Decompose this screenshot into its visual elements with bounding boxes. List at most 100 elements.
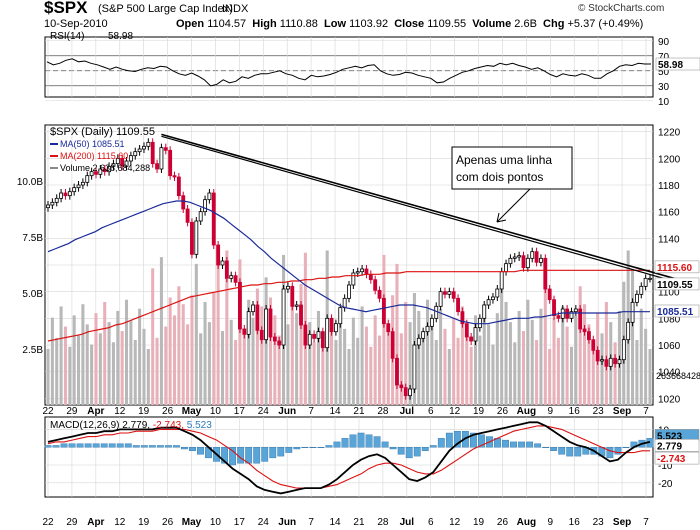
volume-bar — [186, 324, 190, 405]
rsi-label-value: 58.98 — [108, 31, 133, 42]
volume-bar — [94, 313, 98, 405]
price-x-tick-label: 12 — [114, 406, 126, 417]
candle-body — [333, 323, 338, 333]
candle-body — [320, 331, 325, 349]
price-x-tick-label: 7 — [643, 406, 649, 417]
legend-volume: Volume 2,636,684,288 — [60, 163, 150, 173]
macd-x-tick-label: Jul — [400, 517, 415, 528]
volume-bar — [439, 308, 443, 405]
volume-bar — [234, 340, 238, 405]
macd-signal-value: -2.743, — [153, 420, 187, 431]
volume-bar — [334, 340, 338, 405]
candle-body — [211, 192, 216, 246]
volume-bar — [465, 326, 469, 405]
candle-body — [539, 257, 543, 263]
candle-body — [268, 308, 273, 338]
candle-body — [547, 288, 552, 301]
candle-body — [355, 271, 360, 274]
volume-bar — [356, 337, 360, 405]
rsi-last-value-box — [655, 57, 700, 71]
candle-body — [482, 304, 487, 319]
open-label: Open — [176, 18, 205, 30]
macd-histogram-bar — [84, 443, 92, 448]
macd-histogram-bar — [309, 447, 317, 448]
candle-body — [530, 251, 535, 259]
price-x-tick-label: Jul — [400, 406, 415, 417]
macd-histogram-bar — [124, 443, 132, 448]
candle-body — [578, 308, 583, 330]
macd-histogram-bar — [534, 443, 542, 448]
candle-body — [600, 359, 604, 362]
macd-x-tick-label: Jun — [278, 517, 296, 528]
volume-bar — [295, 313, 299, 405]
close-last-value-box — [654, 277, 700, 291]
candle-body — [137, 148, 142, 153]
volume-bar — [90, 344, 94, 405]
volume-bar — [159, 257, 163, 405]
volume-label: Volume — [472, 18, 512, 30]
macd-x-tick-label: 7 — [308, 517, 314, 528]
rsi-tick-label: 50 — [658, 67, 670, 78]
macd-histogram-bar — [52, 445, 60, 448]
macd-histogram-bar — [470, 432, 477, 448]
macd-x-tick-label: 22 — [42, 517, 54, 528]
candle-body — [416, 337, 421, 346]
candle-body — [381, 297, 386, 325]
volume-bar — [343, 328, 347, 405]
annotation-box — [451, 146, 573, 190]
ma200-last-value-box — [654, 260, 700, 274]
volume-bar — [247, 299, 251, 405]
macd-x-tick-label: Aug — [517, 517, 536, 528]
macd-histogram-bar — [574, 447, 582, 457]
candle-body — [464, 323, 469, 338]
candle-body — [521, 255, 526, 269]
macd-x-tick-label: 26 — [162, 517, 174, 528]
candle-body — [107, 165, 111, 173]
volume-bar — [600, 333, 604, 405]
price-tick-label: 1200 — [658, 154, 681, 165]
volume-bar — [548, 349, 552, 405]
candle-body — [303, 324, 308, 346]
ma200-line — [47, 269, 650, 342]
candle-body — [390, 331, 395, 359]
candle-body — [595, 349, 600, 362]
macd-histogram-bar — [373, 436, 381, 448]
macd-hist-last-value: 5.523 — [657, 431, 682, 442]
exchange: INDX — [222, 3, 249, 15]
volume-bar — [98, 333, 102, 405]
macd-histogram-bar — [100, 443, 108, 448]
macd-histogram-bar — [397, 447, 405, 455]
volume-bar — [312, 342, 316, 405]
price-x-tick-label: 28 — [377, 406, 389, 417]
candle-body — [325, 317, 330, 349]
volume-bar — [299, 284, 303, 405]
macd-tick-label: -20 — [658, 479, 673, 490]
volume-bar — [578, 286, 582, 405]
volume-bar — [142, 328, 146, 405]
macd-histogram-bar — [269, 447, 277, 459]
candle-body — [386, 323, 391, 333]
volume-bar — [59, 306, 63, 405]
volume-bar — [168, 297, 172, 405]
candle-body — [286, 285, 290, 290]
close-value: 1109.55 — [427, 18, 467, 30]
watermark: © StockCharts.com — [578, 3, 665, 14]
price-tick-label: 1060 — [658, 341, 681, 352]
macd-histogram-bar — [614, 447, 622, 455]
candle-body — [299, 304, 303, 326]
volume-bar — [469, 346, 473, 405]
candle-body — [259, 329, 264, 341]
volume-bar — [404, 301, 408, 405]
volume-bar — [273, 315, 277, 405]
volume-bar — [364, 326, 368, 405]
volume-bar — [199, 333, 203, 405]
macd-x-tick-label: 28 — [377, 517, 389, 528]
rsi-last-value: 58.98 — [658, 60, 683, 71]
volume-bar — [129, 319, 133, 405]
macd-histogram-bar — [453, 431, 461, 448]
volume-bar — [569, 346, 574, 405]
volume-bar — [386, 324, 390, 405]
candle-body — [425, 325, 430, 333]
volume-bar — [251, 317, 255, 405]
candle-body — [613, 357, 618, 365]
